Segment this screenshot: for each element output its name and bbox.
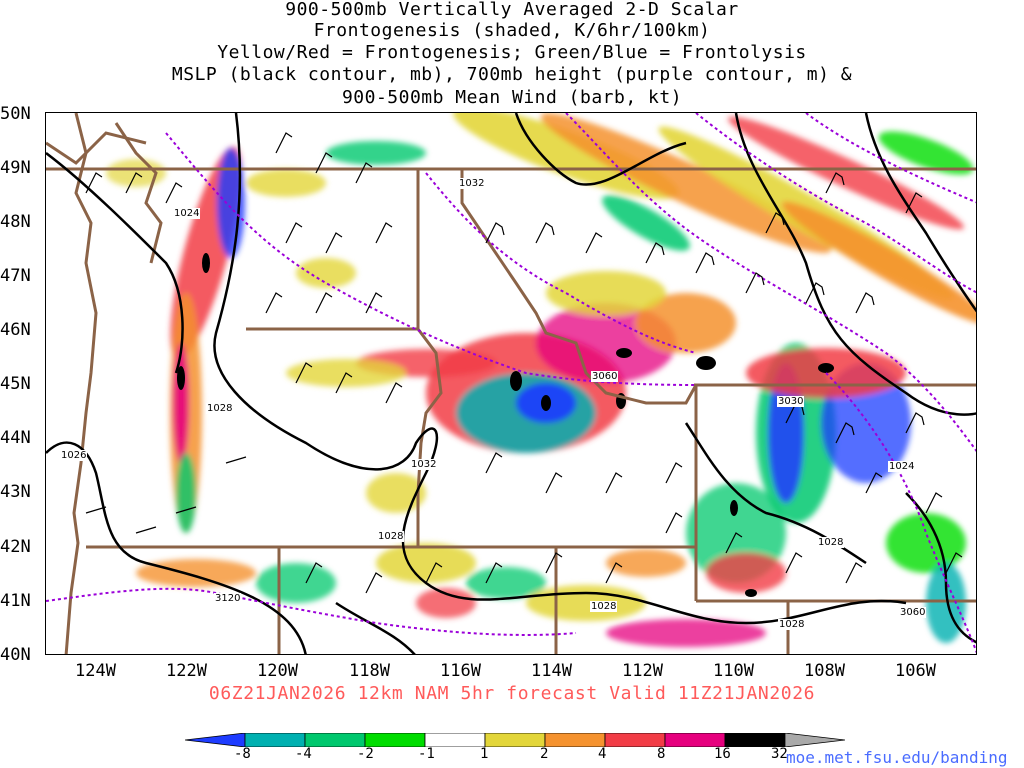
mslp-label: 1024 <box>888 461 916 472</box>
colorbar-segment <box>244 733 306 747</box>
lon-label: 114W <box>531 661 572 681</box>
mslp-label: 1028 <box>817 537 845 548</box>
colorbar-label: -1 <box>418 746 435 762</box>
lon-label: 110W <box>713 661 754 681</box>
colorbar-segment <box>484 733 546 747</box>
lat-label: 46N <box>0 320 31 340</box>
lon-label: 112W <box>622 661 663 681</box>
source-url-link[interactable]: moe.met.fsu.edu/banding <box>786 748 1008 767</box>
colorbar-segments <box>185 733 845 747</box>
lat-label: 50N <box>0 104 31 124</box>
lat-label: 41N <box>0 591 31 611</box>
colorbar-segment <box>304 733 366 747</box>
title-line-4: MSLP (black contour, mb), 700mb height (… <box>171 64 853 85</box>
lat-label: 40N <box>0 645 31 665</box>
lat-label: 43N <box>0 482 31 502</box>
state-borders <box>46 113 976 654</box>
lat-label: 42N <box>0 537 31 557</box>
lat-label: 45N <box>0 374 31 394</box>
forecast-valid-line: 06Z21JAN2026 12km NAM 5hr forecast Valid… <box>208 683 816 704</box>
colorbar-segment <box>784 733 845 747</box>
mslp-label: 1028 <box>778 619 806 630</box>
mslp-label: 1024 <box>173 208 201 219</box>
lon-label: 124W <box>75 661 116 681</box>
mslp-label: 1032 <box>410 459 438 470</box>
colorbar-label: -8 <box>234 746 251 762</box>
title-line-3: Yellow/Red = Frontogenesis; Green/Blue =… <box>217 42 807 63</box>
colorbar-segment <box>544 733 606 747</box>
lon-label: 122W <box>166 661 207 681</box>
title-line-1: 900-500mb Vertically Averaged 2-D Scalar <box>285 0 739 20</box>
colorbar-label: 16 <box>714 746 731 762</box>
mslp-label: 1028 <box>377 531 405 542</box>
height-label: 3060 <box>591 371 619 382</box>
lat-label: 47N <box>0 266 31 286</box>
lat-label: 44N <box>0 428 31 448</box>
colorbar-label: 2 <box>540 746 549 762</box>
lon-label: 120W <box>257 661 298 681</box>
colorbar-label: -2 <box>357 746 374 762</box>
colorbar-segment <box>724 733 786 747</box>
colorbar-label: 32 <box>771 746 788 762</box>
title-line-2: Frontogenesis (shaded, K/6hr/100km) <box>313 20 711 41</box>
frontogenesis-max-cores <box>177 253 834 597</box>
height-label: 3060 <box>899 607 927 618</box>
lon-label: 108W <box>804 661 845 681</box>
colorbar-segment <box>424 733 486 747</box>
height-label: 3120 <box>214 593 242 604</box>
colorbar-segment <box>185 733 246 747</box>
height-contours <box>46 113 976 654</box>
wind-barbs <box>85 132 963 594</box>
title-line-5: 900-500mb Mean Wind (barb, kt) <box>341 87 683 108</box>
lon-label: 118W <box>349 661 390 681</box>
colorbar-segment <box>364 733 426 747</box>
colorbar-label: 1 <box>480 746 489 762</box>
mslp-label: 1028 <box>590 601 618 612</box>
map-panel: 1032 1024 1028 1028 1032 1028 1024 1028 … <box>45 112 977 655</box>
lon-label: 116W <box>440 661 481 681</box>
frontogenesis-shading <box>106 113 976 647</box>
colorbar-segment <box>604 733 666 747</box>
colorbar-label: 8 <box>657 746 666 762</box>
colorbar-label: 4 <box>598 746 607 762</box>
lon-label: 106W <box>895 661 936 681</box>
map-svg <box>46 113 976 654</box>
mslp-label: 1028 <box>206 403 234 414</box>
height-label: 3030 <box>777 396 805 407</box>
colorbar <box>185 733 845 747</box>
mslp-label: 1032 <box>458 178 486 189</box>
mslp-contours <box>46 113 976 654</box>
colorbar-segment <box>664 733 726 747</box>
lat-label: 49N <box>0 158 31 178</box>
lat-label: 48N <box>0 212 31 232</box>
colorbar-label: -4 <box>295 746 312 762</box>
mslp-label: 1026 <box>60 450 88 461</box>
